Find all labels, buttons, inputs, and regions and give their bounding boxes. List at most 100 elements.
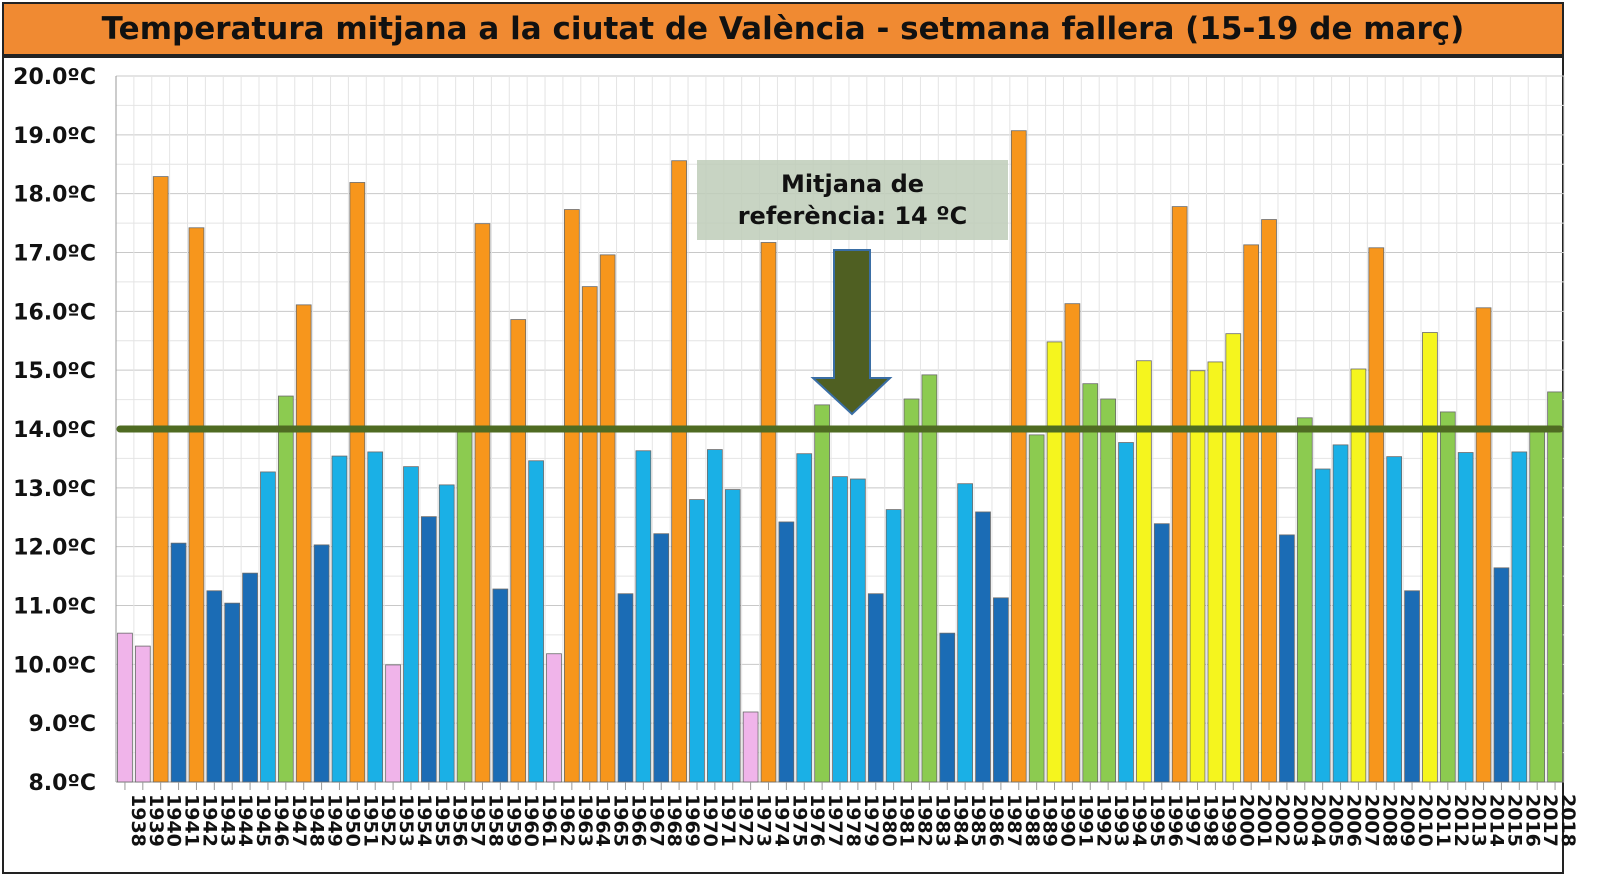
x-tick-label: 1960: [520, 794, 542, 847]
x-tick-label: 1988: [1021, 794, 1043, 847]
x-tick-label: 1948: [306, 794, 328, 847]
x-tick-label: 1962: [556, 794, 578, 847]
x-tick-label: 1950: [341, 794, 363, 847]
bar-1964: [581, 286, 598, 783]
x-tick-label: 1965: [610, 794, 632, 847]
bar-1969: [671, 160, 687, 783]
bar-1956: [438, 484, 455, 783]
x-tick-label: 1961: [538, 794, 560, 847]
y-tick-label: 13.0ºC: [13, 477, 96, 502]
x-tick-label: 1980: [878, 794, 900, 847]
x-tick-label: 1995: [1146, 794, 1168, 847]
x-tick-label: 1942: [198, 794, 220, 847]
x-tick-label: 1994: [1128, 794, 1150, 847]
x-tick-label: 1977: [824, 794, 846, 847]
x-tick-label: 1958: [484, 794, 506, 847]
x-tick-label: 2015: [1503, 794, 1525, 847]
y-tick-label: 16.0ºC: [13, 300, 96, 325]
x-tick-label: 2012: [1450, 794, 1472, 847]
x-tick-label: 1996: [1164, 794, 1186, 847]
x-tick-label: 1991: [1074, 794, 1096, 847]
x-tick-label: 1976: [806, 794, 828, 847]
bar-2015: [1493, 567, 1510, 783]
x-tick-label: 2003: [1289, 794, 1311, 847]
x-tick-label: 2007: [1360, 794, 1382, 847]
bar-1999: [1207, 361, 1224, 783]
bar-1979: [850, 478, 866, 783]
bar-1982: [903, 398, 920, 783]
x-tick-label: 1947: [288, 794, 310, 847]
x-tick-label: 1963: [574, 794, 596, 847]
bar-2008: [1368, 247, 1385, 783]
bar-1940: [152, 176, 169, 783]
bar-1963: [564, 209, 580, 783]
bar-1952: [367, 451, 384, 783]
x-tick-label: 1989: [1039, 794, 1061, 847]
bar-1959: [492, 588, 509, 783]
bar-1939: [134, 645, 151, 783]
chart-frame: [2, 56, 1564, 874]
bar-2001: [1243, 244, 1259, 783]
bar-1976: [796, 453, 813, 783]
x-tick-label: 2008: [1378, 794, 1400, 847]
bar-2014: [1475, 307, 1492, 783]
bar-1991: [1064, 303, 1081, 783]
x-tick-label: 2013: [1468, 794, 1490, 847]
x-tick-label: 2014: [1486, 794, 1508, 847]
bar-1983: [921, 374, 938, 783]
bar-1993: [1100, 398, 1116, 783]
x-tick-label: 1949: [324, 794, 346, 847]
bar-1978: [832, 476, 848, 783]
y-tick-label: 15.0ºC: [13, 359, 96, 384]
y-tick-label: 19.0ºC: [13, 124, 96, 149]
x-tick-label: 1944: [234, 794, 256, 847]
x-tick-label: 1987: [1003, 794, 1025, 847]
bar-1957: [456, 430, 473, 783]
y-tick-label: 20.0ºC: [13, 65, 96, 90]
x-tick-label: 1986: [985, 794, 1007, 847]
x-tick-label: 1966: [627, 794, 649, 847]
bar-2006: [1332, 444, 1349, 783]
bar-1977: [814, 404, 830, 783]
bar-1967: [635, 450, 652, 783]
bar-1995: [1136, 360, 1152, 783]
x-tick-label: 2001: [1253, 794, 1275, 847]
x-tick-label: 2005: [1325, 794, 1347, 847]
x-tick-label: 1938: [127, 794, 149, 847]
x-tick-label: 2018: [1557, 794, 1579, 847]
x-tick-label: 1943: [216, 794, 238, 847]
bar-2004: [1296, 417, 1313, 783]
x-tick-label: 1999: [1217, 794, 1239, 847]
bar-1985: [957, 483, 973, 783]
bar-2002: [1261, 219, 1277, 783]
bar-1970: [689, 499, 705, 783]
bar-2016: [1511, 451, 1528, 783]
bar-1960: [510, 319, 527, 783]
annotation-line-2: referència: 14 ºC: [737, 202, 968, 230]
bar-2013: [1457, 452, 1474, 783]
y-tick-label: 11.0ºC: [13, 595, 96, 620]
bar-1962: [546, 653, 562, 783]
bar-1943: [206, 590, 223, 783]
bar-1953: [385, 664, 401, 783]
bar-1980: [867, 593, 884, 783]
x-tick-label: 1978: [842, 794, 864, 847]
bar-2018: [1547, 391, 1563, 783]
x-tick-label: 2006: [1343, 794, 1365, 847]
x-tick-label: 2000: [1235, 794, 1257, 847]
x-tick-label: 1982: [914, 794, 936, 847]
x-tick-label: 1997: [1182, 794, 1204, 847]
y-tick-label: 9.0ºC: [28, 712, 96, 737]
y-tick-label: 8.0ºC: [28, 771, 96, 796]
bar-1975: [778, 521, 795, 783]
bar-1950: [331, 455, 348, 783]
x-tick-label: 2004: [1307, 794, 1329, 847]
bar-1955: [421, 516, 437, 783]
x-tick-label: 1975: [788, 794, 810, 847]
bar-1997: [1171, 206, 1188, 783]
x-tick-label: 1957: [467, 794, 489, 847]
y-tick-label: 17.0ºC: [13, 242, 96, 267]
bar-1958: [474, 223, 491, 783]
x-tick-label: 1967: [645, 794, 667, 847]
x-tick-label: 1985: [967, 794, 989, 847]
